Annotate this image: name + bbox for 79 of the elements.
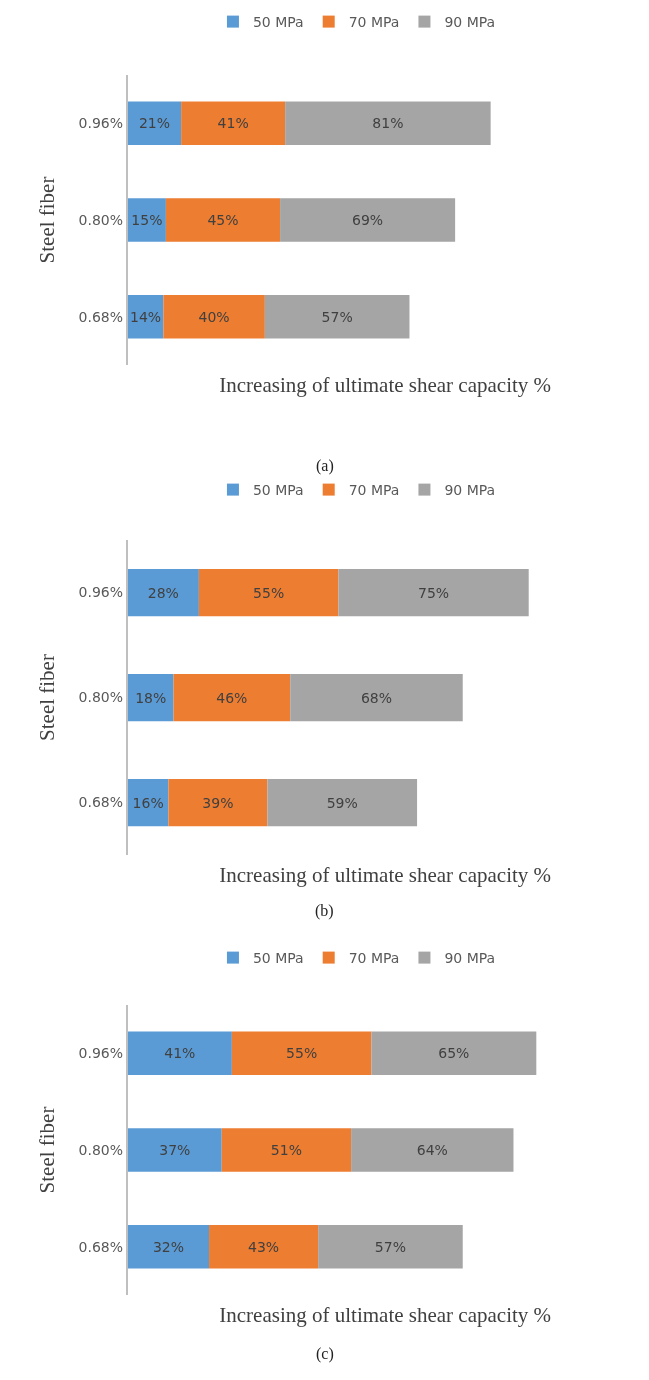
x-axis-title: Increasing of ultimate shear capacity %: [219, 1303, 552, 1328]
y-tick-label: 0.96%: [78, 584, 124, 601]
bar: [267, 778, 418, 827]
bar: [168, 778, 268, 827]
bar: [371, 1031, 537, 1076]
data-label: 64%: [416, 1142, 448, 1158]
data-label: 15%: [131, 212, 163, 228]
legend-label: 50 MPa: [252, 14, 304, 31]
bar: [338, 568, 529, 617]
bar: [318, 1224, 463, 1269]
data-label: 43%: [248, 1238, 280, 1255]
bar: [127, 101, 182, 146]
data-label: 39%: [202, 794, 234, 811]
data-label: 41%: [217, 115, 249, 132]
bar: [127, 1224, 210, 1269]
bar: [231, 1031, 372, 1076]
x-axis-title: Increasing of ultimate shear capacity %: [219, 373, 552, 398]
data-label: 55%: [286, 1045, 318, 1062]
bar: [127, 198, 166, 242]
bar: [127, 673, 174, 722]
data-label: 28%: [147, 584, 179, 601]
y-tick-label: 0.68%: [78, 1238, 124, 1255]
bar: [127, 1031, 232, 1076]
bar: [173, 673, 291, 722]
bar: [198, 568, 339, 617]
data-label: 55%: [253, 584, 285, 601]
data-label: 45%: [207, 212, 239, 228]
y-tick-label: 0.68%: [78, 794, 124, 811]
data-label: 18%: [135, 689, 167, 706]
bar: [280, 198, 456, 242]
legend-label: 90 MPa: [444, 950, 496, 967]
data-label: 40%: [198, 308, 230, 325]
data-label: 37%: [159, 1142, 191, 1158]
data-label: 21%: [138, 115, 171, 132]
legend-label: 70 MPa: [348, 950, 400, 967]
y-axis-title: Steel fiber: [35, 654, 60, 741]
data-label: 16%: [132, 794, 164, 811]
y-tick-label: 0.96%: [78, 1045, 124, 1062]
data-label: 51%: [270, 1142, 302, 1158]
bar: [181, 101, 286, 146]
y-axis-title: Steel fiber: [35, 1106, 60, 1194]
data-label: 57%: [374, 1238, 406, 1255]
legend-label: 50 MPa: [252, 950, 304, 967]
x-axis-title: Increasing of ultimate shear capacity %: [219, 863, 552, 888]
bar: [163, 294, 265, 339]
legend-label: 90 MPa: [444, 482, 496, 499]
data-label: 68%: [360, 689, 393, 706]
legend-label: 70 MPa: [348, 14, 400, 31]
bar: [127, 568, 199, 617]
y-tick-label: 0.80%: [78, 1141, 124, 1158]
y-tick-label: 0.80%: [78, 689, 124, 706]
y-tick-label: 0.68%: [78, 308, 124, 325]
legend-label: 90 MPa: [444, 14, 496, 31]
y-axis-title: Steel fiber: [35, 176, 60, 264]
bar: [209, 1224, 319, 1269]
y-tick-label: 0.96%: [78, 115, 124, 132]
text: (b): [315, 902, 334, 920]
data-label: 14%: [130, 308, 162, 325]
data-label: 57%: [321, 308, 353, 325]
bar: [221, 1128, 352, 1172]
data-label: 65%: [438, 1045, 470, 1062]
y-tick-label: 0.80%: [78, 211, 124, 228]
bar: [165, 198, 281, 242]
bar: [351, 1128, 514, 1172]
bar: [290, 673, 463, 722]
text: (c): [316, 1345, 334, 1363]
data-label: 69%: [352, 212, 384, 228]
bar: [127, 1128, 222, 1172]
bar: [285, 101, 491, 146]
bar: [264, 294, 410, 339]
data-label: 46%: [216, 689, 248, 706]
text: (a): [316, 457, 334, 475]
data-label: 59%: [326, 794, 358, 811]
data-label: 75%: [418, 584, 450, 601]
legend-label: 70 MPa: [348, 482, 400, 499]
data-label: 41%: [164, 1045, 196, 1062]
data-label: 81%: [372, 115, 404, 132]
data-label: 32%: [152, 1238, 185, 1255]
legend-label: 50 MPa: [252, 482, 304, 499]
